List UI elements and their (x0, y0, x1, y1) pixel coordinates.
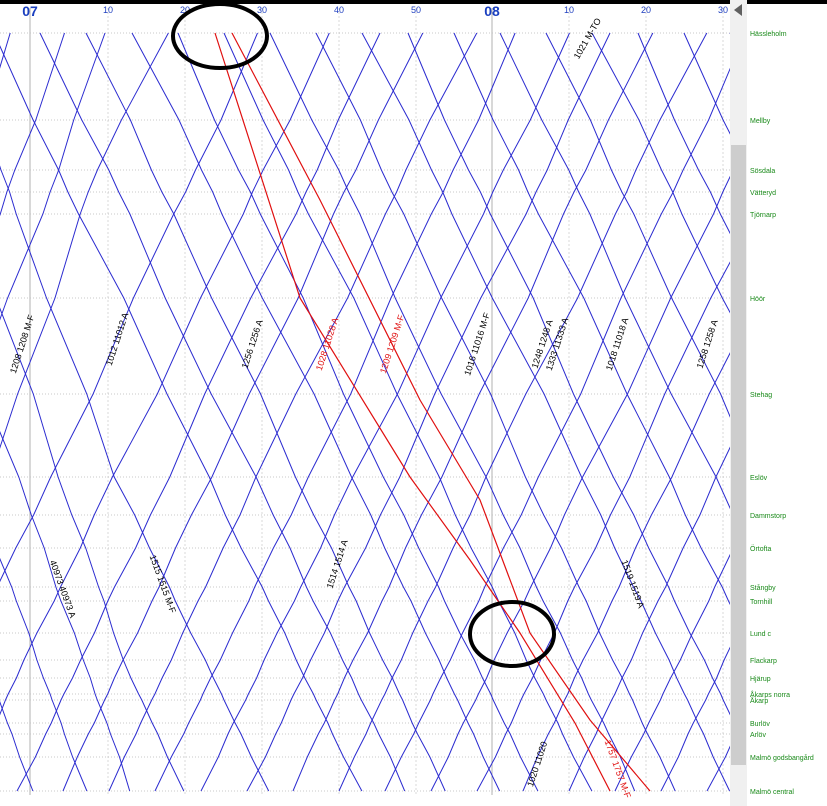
red-train-line (214, 32, 611, 792)
time-label: 10 (103, 5, 113, 15)
train-line (637, 32, 730, 235)
train-line (0, 32, 65, 217)
time-label: 10 (564, 5, 574, 15)
station-label: Vätteryd (750, 190, 776, 197)
train-line (0, 430, 131, 792)
train-line (0, 557, 88, 792)
train-line (223, 32, 593, 792)
red-train-line (231, 32, 651, 792)
time-label: 50 (411, 5, 421, 15)
time-label: 30 (718, 5, 728, 15)
train-line (361, 32, 730, 792)
time-label: 08 (484, 3, 500, 19)
train-line (292, 32, 654, 792)
train-line (85, 32, 446, 792)
train-line (430, 175, 730, 792)
station-label: Stångby (750, 584, 776, 592)
train-line (0, 701, 34, 792)
train-line (338, 32, 708, 792)
station-label: Åkarps norra (750, 690, 790, 699)
time-label: 20 (641, 5, 651, 15)
train-line (39, 32, 406, 792)
train-line (476, 261, 730, 792)
station-label: Burlöv (750, 721, 770, 728)
train-line (0, 165, 270, 792)
train-line (269, 32, 636, 792)
station-label: Lund c (750, 631, 772, 638)
station-label: Tjörnarp (750, 212, 776, 219)
train-line (315, 32, 676, 792)
train-line (62, 32, 424, 792)
train-line (614, 553, 730, 792)
highlight-circle (468, 600, 556, 668)
train-line (177, 32, 539, 792)
train-line (591, 32, 730, 314)
station-label: Tornhill (750, 599, 773, 606)
train-line (453, 32, 730, 606)
station-label: Flackarp (750, 658, 777, 665)
train-line (0, 32, 169, 449)
time-label: 20 (180, 5, 190, 15)
station-label: Eslöv (750, 475, 768, 482)
station-label: Stehag (750, 392, 772, 399)
train-line (384, 67, 730, 792)
station-label: Hässleholm (750, 31, 787, 38)
station-label: Malmö godsbangård (750, 754, 814, 762)
station-label: Åkarp (750, 696, 768, 705)
station-label: Dammstorp (750, 513, 786, 520)
train-line (499, 32, 730, 510)
train-line (0, 32, 330, 716)
train-line (407, 32, 730, 716)
station-label: Höör (750, 296, 766, 303)
train-line (0, 307, 185, 792)
train-line (0, 32, 106, 321)
station-label: Sösdala (750, 168, 775, 175)
time-label: 40 (334, 5, 344, 15)
time-label: 30 (257, 5, 267, 15)
train-line (131, 32, 501, 792)
train-line (246, 32, 611, 792)
train-lines (0, 32, 730, 792)
train-line (16, 32, 381, 792)
train-line (545, 32, 730, 418)
station-label: Mellby (750, 118, 771, 125)
train-line (568, 446, 730, 792)
top-border (0, 0, 827, 4)
train-line (0, 45, 363, 792)
scrollbar-thumb[interactable] (731, 145, 746, 765)
station-label: Arlöv (750, 732, 766, 739)
time-label: 07 (22, 3, 38, 19)
train-line (108, 32, 478, 792)
scroll-arrow[interactable] (734, 4, 742, 16)
train-line (660, 646, 730, 792)
train-line (154, 32, 516, 792)
station-label: Hjärup (750, 676, 771, 683)
station-label: Örtofta (750, 545, 772, 553)
station-label: Malmö central (750, 789, 794, 796)
train-line (0, 32, 258, 583)
train-line (522, 352, 730, 792)
highlight-circle (171, 2, 269, 70)
train-line (200, 32, 570, 792)
